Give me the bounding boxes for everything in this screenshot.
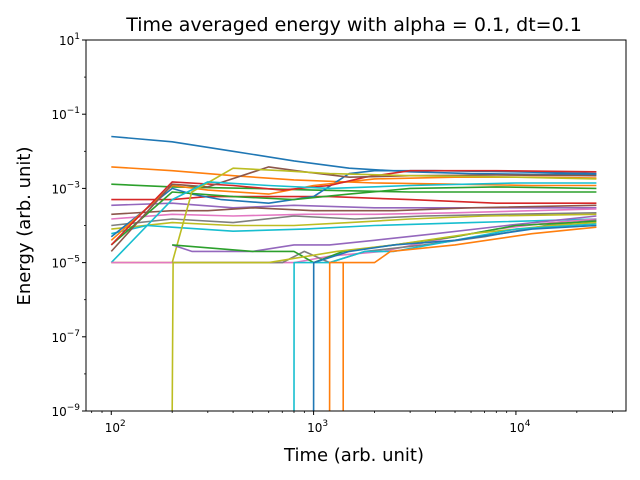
tick-layer: 102 103 104 10−9 10−7 10−5 10−3 10−1 101 [51,32,613,435]
y-tick-label: 101 [59,32,80,48]
y-axis-label: Energy (arb. unit) [14,147,35,306]
series-line-10 [111,218,597,235]
series-line-3 [111,183,597,193]
x-tick-label: 104 [509,419,530,435]
series-line-22 [171,221,597,411]
series-line-16 [111,167,597,264]
x-axis-label: Time (arb. unit) [283,445,424,466]
series-line-18 [171,215,597,253]
series-line-7 [111,208,597,220]
y-tick-label: 10−3 [51,180,80,196]
x-tick-label: 103 [307,419,328,435]
chart-title: Time averaged energy with alpha = 0.1, d… [125,14,582,36]
y-tick-label: 10−9 [51,403,80,419]
series-line-17 [110,181,597,264]
series-line-1 [111,135,597,176]
x-tick-label: 102 [105,419,126,435]
series-line-25 [328,226,597,411]
series-line-8 [111,212,597,227]
series-line-13 [110,186,597,246]
y-tick-label: 10−1 [51,106,80,122]
series-line-14 [110,169,597,246]
series-line-23 [293,223,597,411]
series-line-24 [312,224,597,411]
series-layer [110,135,597,411]
y-tick-label: 10−7 [51,329,80,345]
series-line-4 [111,195,597,204]
series-line-6 [111,204,597,216]
y-tick-label: 10−5 [51,255,80,271]
series-line-2 [111,166,597,187]
